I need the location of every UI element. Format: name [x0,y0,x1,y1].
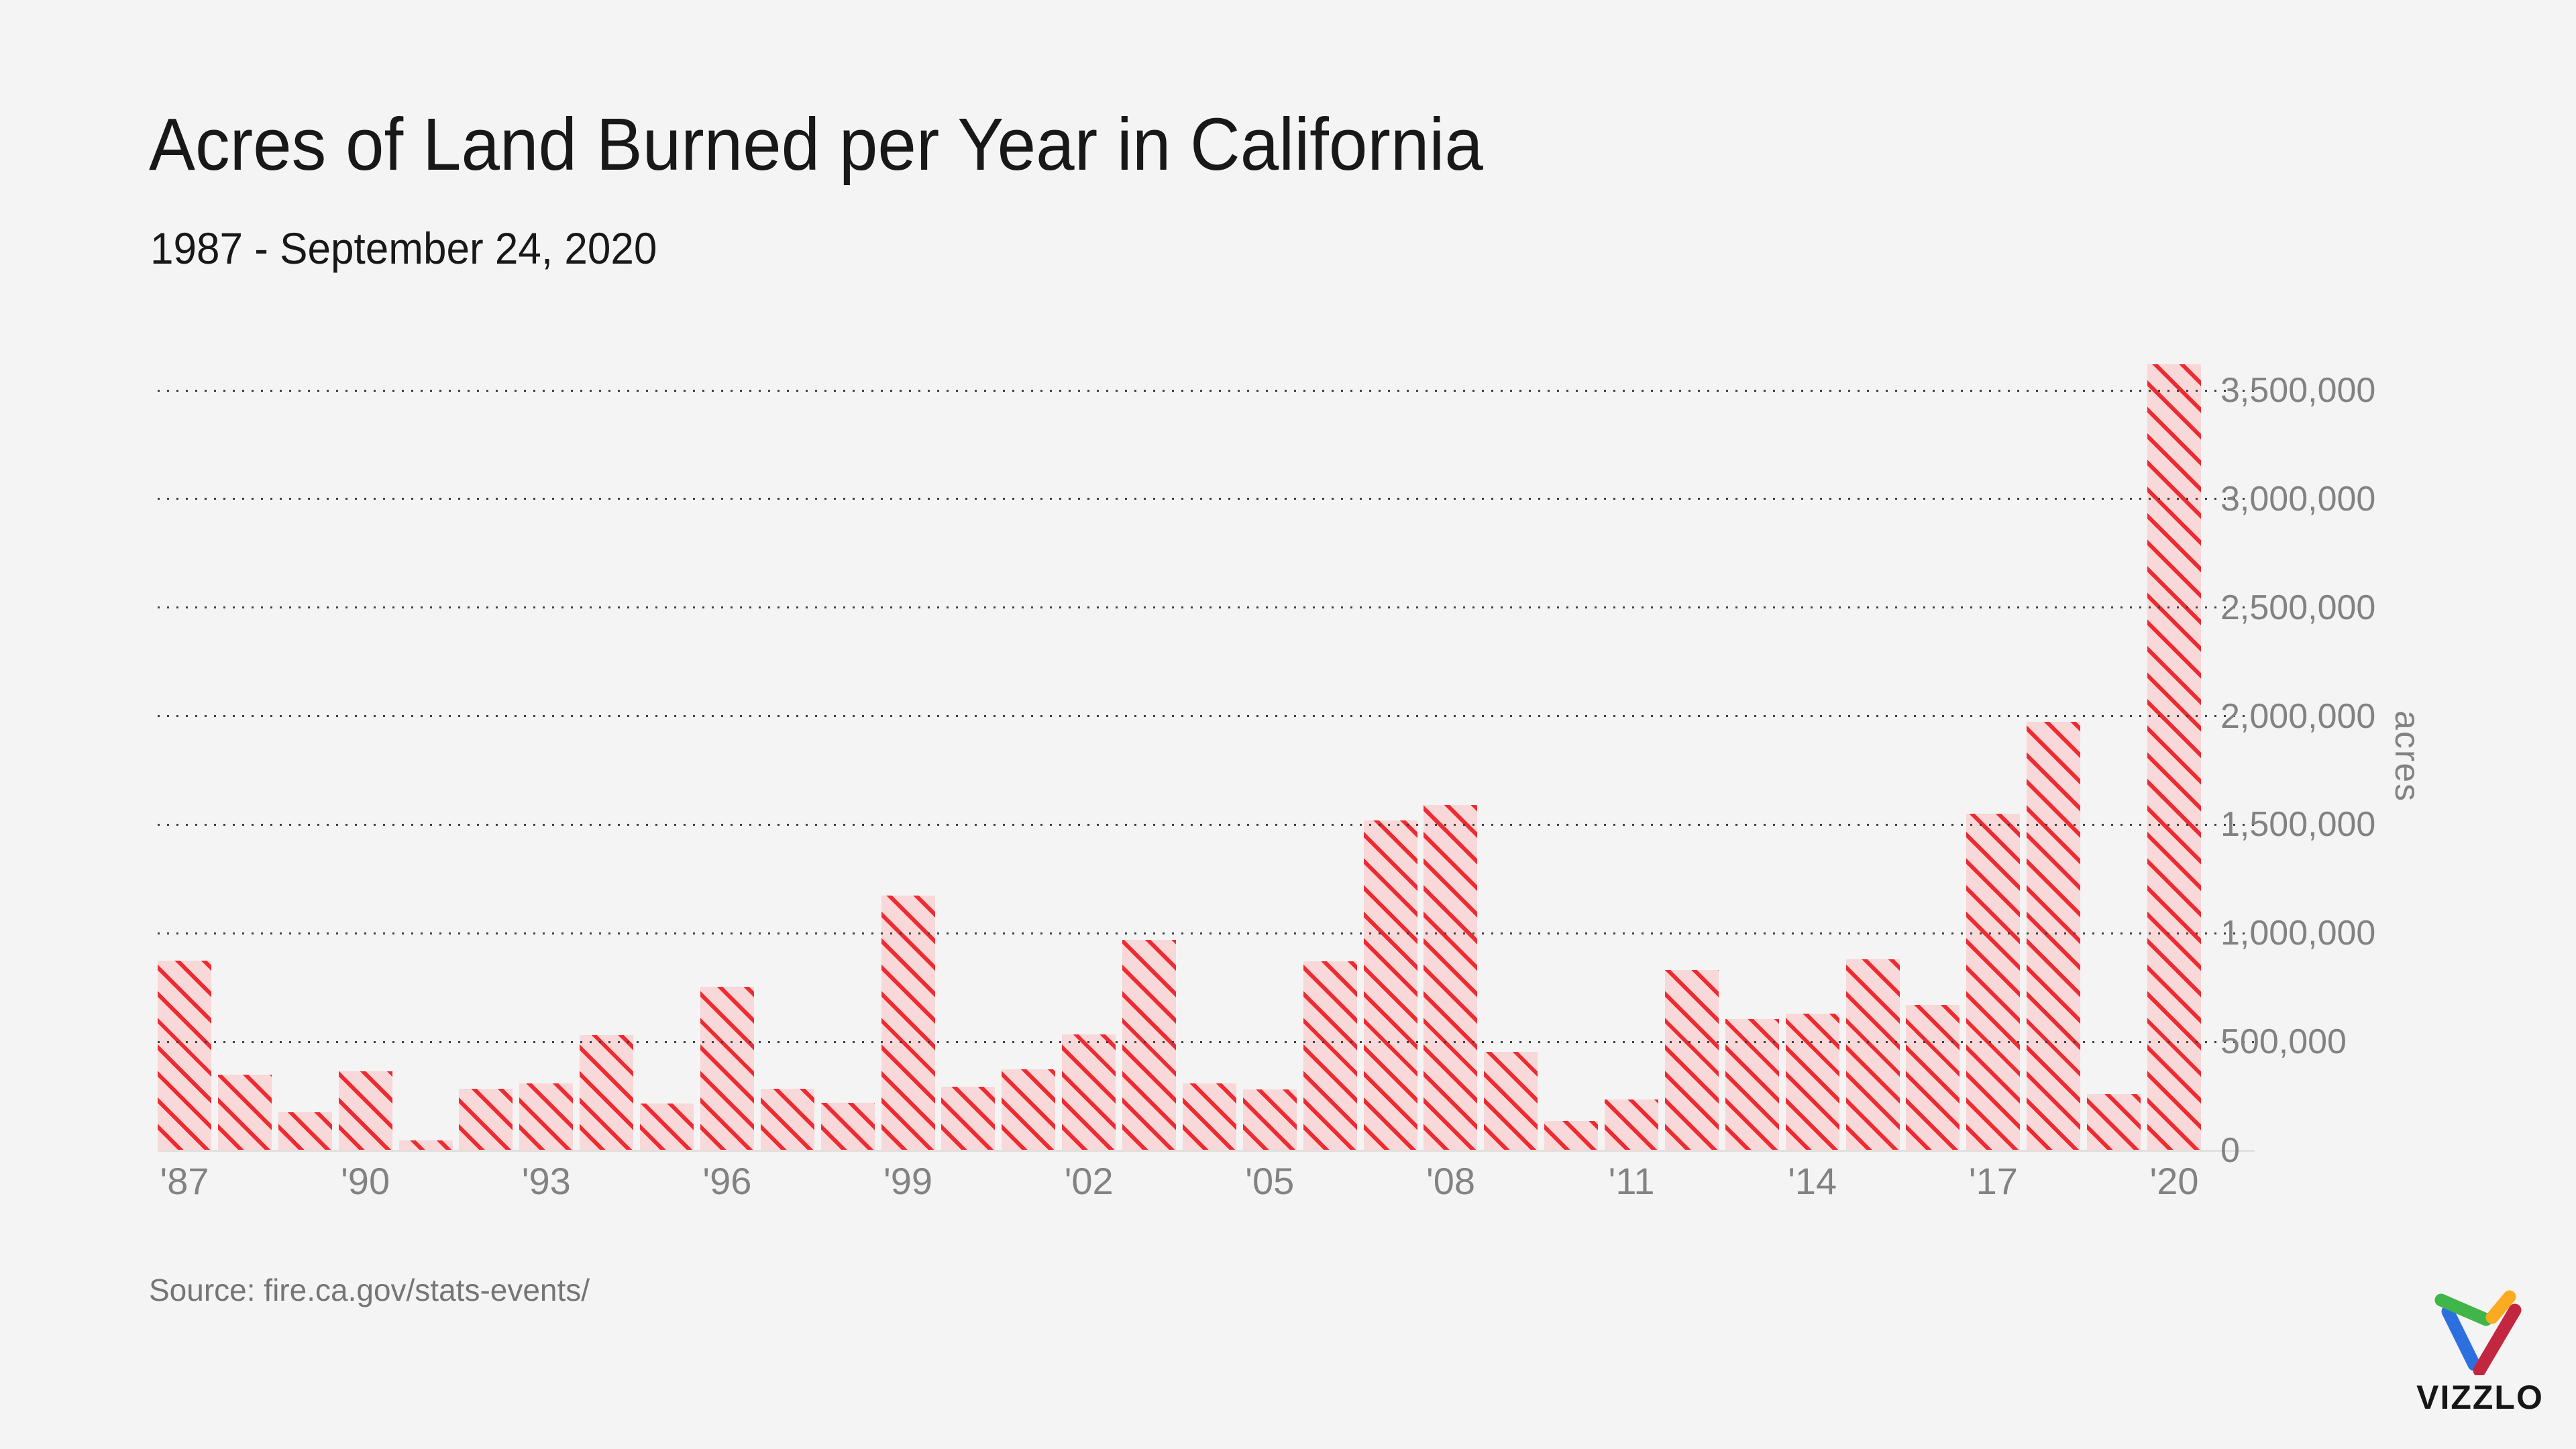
y-tick-3,500,000: 3,500,000 [2220,371,2376,410]
bar-1995 [640,1104,694,1150]
x-tick-'11: '11 [1608,1160,1655,1202]
y-tick-0: 0 [2220,1131,2240,1170]
vizzlo-logo-icon [2434,1290,2522,1375]
y-tick-3,000,000: 3,000,000 [2220,479,2376,519]
x-tick-'08: '08 [1426,1160,1475,1202]
x-tick-'02: '02 [1064,1160,1114,1202]
vizzlo-logo: VIZZLO [2410,1289,2551,1414]
bar-1998 [820,1102,875,1150]
bar-2007 [1363,820,1417,1150]
y-tick-2,000,000: 2,000,000 [2220,696,2376,736]
bar-2001 [1002,1069,1056,1150]
x-tick-'93: '93 [521,1160,571,1202]
bar-2012 [1664,970,1719,1150]
bar-1997 [760,1088,814,1150]
y-axis-unit: acres [2387,362,2426,1150]
x-tick-'05: '05 [1245,1160,1295,1202]
bar-plot-area [158,362,2201,1150]
bar-2010 [1544,1121,1599,1150]
bar-2016 [1906,1005,1960,1150]
bar-2018 [2027,721,2081,1150]
y-tick-1,000,000: 1,000,000 [2220,914,2376,953]
bar-2015 [1845,959,1900,1150]
bar-1988 [217,1074,272,1150]
y-axis-tick-labels: 0 500,000 1,000,000 1,500,000 2,000,000 2,500… [2220,362,2422,1168]
bar-2013 [1725,1019,1779,1150]
y-tick-2,500,000: 2,500,000 [2220,588,2376,627]
y-axis-unit-label: acres [2387,710,2426,803]
bar-2000 [941,1086,996,1150]
bar-2006 [1303,961,1357,1150]
bar-1992 [459,1088,513,1150]
x-axis-tick-labels: '87 '90 '93 '96 '99 '02 '05 '08 '11 '14 '17 '20 [158,1161,2201,1214]
bar-1999 [881,895,935,1150]
x-tick-'99: '99 [883,1160,932,1202]
bar-2004 [1182,1083,1236,1150]
bar-2011 [1605,1099,1658,1150]
bar-2009 [1484,1051,1538,1150]
x-tick-'17: '17 [1968,1160,2018,1202]
bar-1989 [278,1112,332,1150]
bar-2020 [2147,364,2201,1150]
bar-1996 [700,986,754,1150]
y-tick-1,500,000: 1,500,000 [2220,805,2376,845]
y-tick-500,000: 500,000 [2220,1022,2347,1062]
x-tick-'96: '96 [702,1160,752,1202]
bar-1990 [338,1071,392,1150]
bar-2008 [1424,805,1478,1150]
chart-subtitle: 1987 - September 24, 2020 [150,223,657,273]
bar-2019 [2087,1093,2141,1150]
bar-2003 [1122,940,1176,1150]
x-tick-'90: '90 [341,1160,390,1202]
vizzlo-wordmark: VIZZLO [2416,1379,2544,1416]
chart-title: Acres of Land Burned per Year in Califor… [149,103,1483,186]
x-tick-'87: '87 [160,1160,209,1202]
bar-1993 [519,1083,574,1150]
bar-2002 [1062,1034,1116,1150]
x-axis-line [158,1150,2255,1152]
bar-2017 [1966,814,2021,1150]
x-tick-'14: '14 [1788,1160,1837,1202]
bar-1991 [398,1140,453,1150]
bar-2014 [1785,1014,1839,1150]
bar-1994 [580,1035,634,1150]
bar-2005 [1242,1089,1297,1150]
bar-1987 [158,960,211,1150]
source-note: Source: fire.ca.gov/stats-events/ [149,1273,590,1307]
x-tick-'20: '20 [2149,1160,2199,1202]
